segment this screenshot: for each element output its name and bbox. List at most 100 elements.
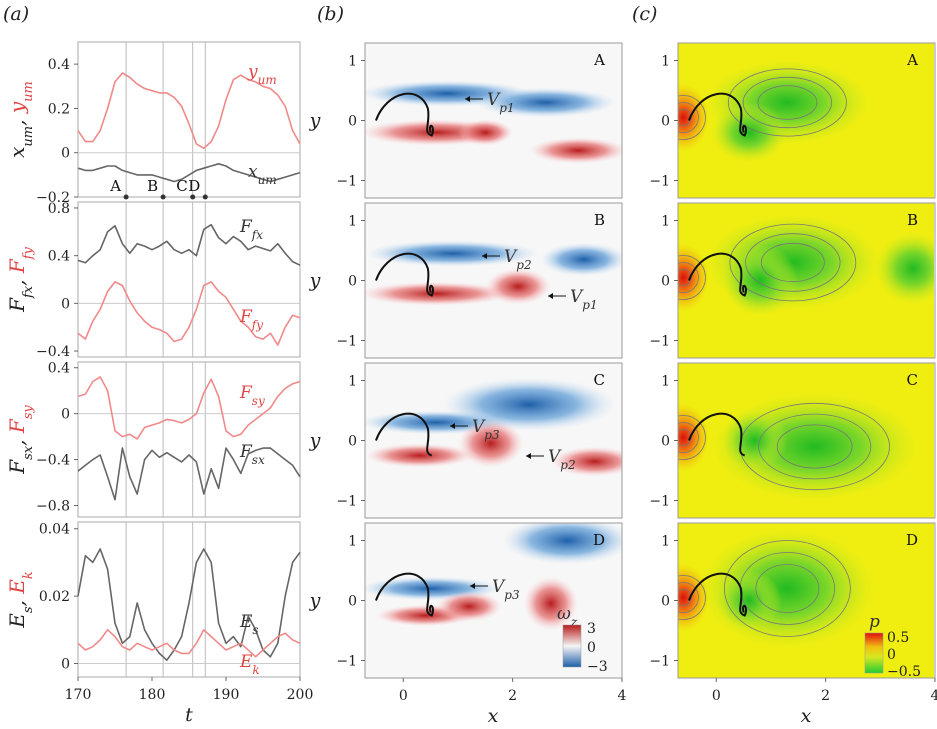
pressure-contour [678, 102, 699, 133]
vorticity-field-C [365, 363, 622, 518]
y-tick-label: 0 [661, 274, 670, 290]
vortex-label-p3: Vp3 [472, 417, 500, 442]
plot-frame [77, 201, 301, 358]
snapshot-label-A: A [593, 51, 605, 69]
plot-frame [77, 41, 301, 198]
panel-b-label: (b) [317, 3, 344, 25]
flexible-plate [374, 252, 434, 297]
y-tick-label: −1 [336, 654, 357, 670]
vortex-arrowhead [526, 453, 531, 459]
y-tick-label: 0 [348, 114, 357, 130]
y-tick-label: 1 [661, 214, 670, 230]
y-tick-label: −1 [649, 654, 670, 670]
pressure-contour [678, 109, 692, 126]
colorbar-label: p [869, 612, 880, 632]
series-label-y_um: yum [247, 62, 277, 87]
flexible-plate [687, 572, 747, 617]
y-tick-label: −0.4 [36, 344, 70, 360]
snapshot-dot [123, 194, 129, 200]
y-tick-label: 0.4 [48, 57, 70, 73]
y-tick-label: −1 [336, 494, 357, 510]
series-E_k [77, 628, 301, 658]
series-label-F_sx: Fsx [239, 442, 265, 467]
time-series-a2: 0.8 0.4 0 −0.4 Ffx Ffy Ffx, Ffy [5, 201, 301, 360]
positive-vorticity-region [550, 446, 622, 477]
series-label-E_s: Es [239, 612, 259, 637]
colorbar-tick-label: −0.5 [887, 664, 921, 680]
x-tick-label: 180 [139, 687, 166, 703]
vortex-label-p2: Vp2 [504, 247, 532, 272]
negative-vorticity-region [539, 242, 622, 277]
colorbar-gradient [864, 632, 884, 674]
vorticity-axes-C: 1 0 −1 y C Vp3 Vp2 [309, 362, 623, 519]
y-tick-label: 0 [661, 594, 670, 610]
pressure-axes-C: 1 0 −1 C [649, 362, 936, 519]
y-tick-label: 0 [61, 296, 70, 312]
snapshot-marker-C: C [176, 177, 187, 195]
vortex-arrowhead [548, 293, 553, 299]
pressure-contour [757, 85, 818, 120]
time-series-a4: 0.04 0.02 0 Es Ek Es, Ek 170 180 190 200 t [5, 521, 313, 726]
low-pressure-region [721, 410, 788, 471]
vortex-label-p3: Vp3 [492, 577, 520, 602]
colorbar-gradient [562, 624, 582, 668]
y-tick-label: 0 [348, 274, 357, 290]
y-tick-label: 0 [348, 594, 357, 610]
y-tick-label: 1 [661, 54, 670, 70]
snapshot-label-C: C [907, 371, 918, 389]
pressure-contour [760, 242, 825, 283]
y-axis-label: Ffx, Ffy [5, 246, 36, 312]
positive-vorticity-region [485, 268, 551, 305]
flexible-plate [687, 92, 747, 137]
snapshot-marker-A: A [109, 177, 121, 195]
y-tick-label: 1 [348, 534, 357, 550]
positive-vorticity-region [457, 419, 524, 468]
negative-vorticity-region [501, 523, 622, 565]
y-tick-label: 0.04 [39, 522, 70, 538]
y-axis-label: y [309, 590, 321, 612]
y-axis-label: y [309, 430, 321, 452]
series-F_fx [77, 223, 301, 266]
positive-vorticity-region [523, 576, 579, 631]
y-tick-label: −0.8 [36, 499, 70, 515]
snapshot-marker-B: B [147, 177, 158, 195]
snapshot-label-B: B [907, 211, 918, 229]
pressure-field-D [678, 523, 934, 678]
series-F_sx [77, 447, 301, 501]
x-tick-label: 190 [213, 687, 240, 703]
vorticity-field-B [365, 203, 622, 358]
positive-vorticity-region [365, 281, 513, 306]
colorbar-tick-label: 0 [887, 647, 896, 663]
y-tick-label: −1 [649, 334, 670, 350]
pressure-colorbar: p 0.50−0.5 [864, 612, 921, 680]
snapshot-label-D: D [906, 531, 918, 549]
y-tick-label: 0.4 [48, 249, 70, 265]
pressure-field-C [678, 363, 934, 518]
negative-vorticity-region [441, 377, 617, 432]
snapshot-label-B: B [594, 211, 605, 229]
flexible-plate [374, 92, 434, 137]
vortex-arrowhead [482, 253, 487, 259]
colorbar-tick-label: 3 [587, 621, 596, 637]
series-F_fy [77, 281, 301, 346]
x-axis-label: x [488, 705, 499, 727]
negative-vorticity-region [365, 240, 540, 267]
vorticity-axes-D: 1 0 −1 y 0 2 4 x D Vp3 [309, 522, 627, 727]
y-tick-label: 0 [61, 407, 70, 423]
pressure-contour [678, 95, 706, 140]
pressure-contour [729, 223, 857, 302]
y-tick-label: 1 [661, 374, 670, 390]
series-label-F_fy: Ffy [239, 307, 263, 332]
y-tick-label: 0.4 [48, 361, 70, 377]
negative-vorticity-region [474, 87, 617, 118]
y-tick-label: −1 [336, 174, 357, 190]
positive-vorticity-region [436, 591, 502, 622]
pressure-axes-D: 1 0 −1 0 2 4 x D [649, 522, 937, 727]
x-axis-label: x [801, 705, 812, 727]
y-tick-label: −1 [336, 334, 357, 350]
x-axis-label: t [185, 704, 193, 726]
x-tick-label: 170 [65, 687, 92, 703]
vorticity-colorbar: ωz 3 0 −3 [557, 604, 608, 675]
